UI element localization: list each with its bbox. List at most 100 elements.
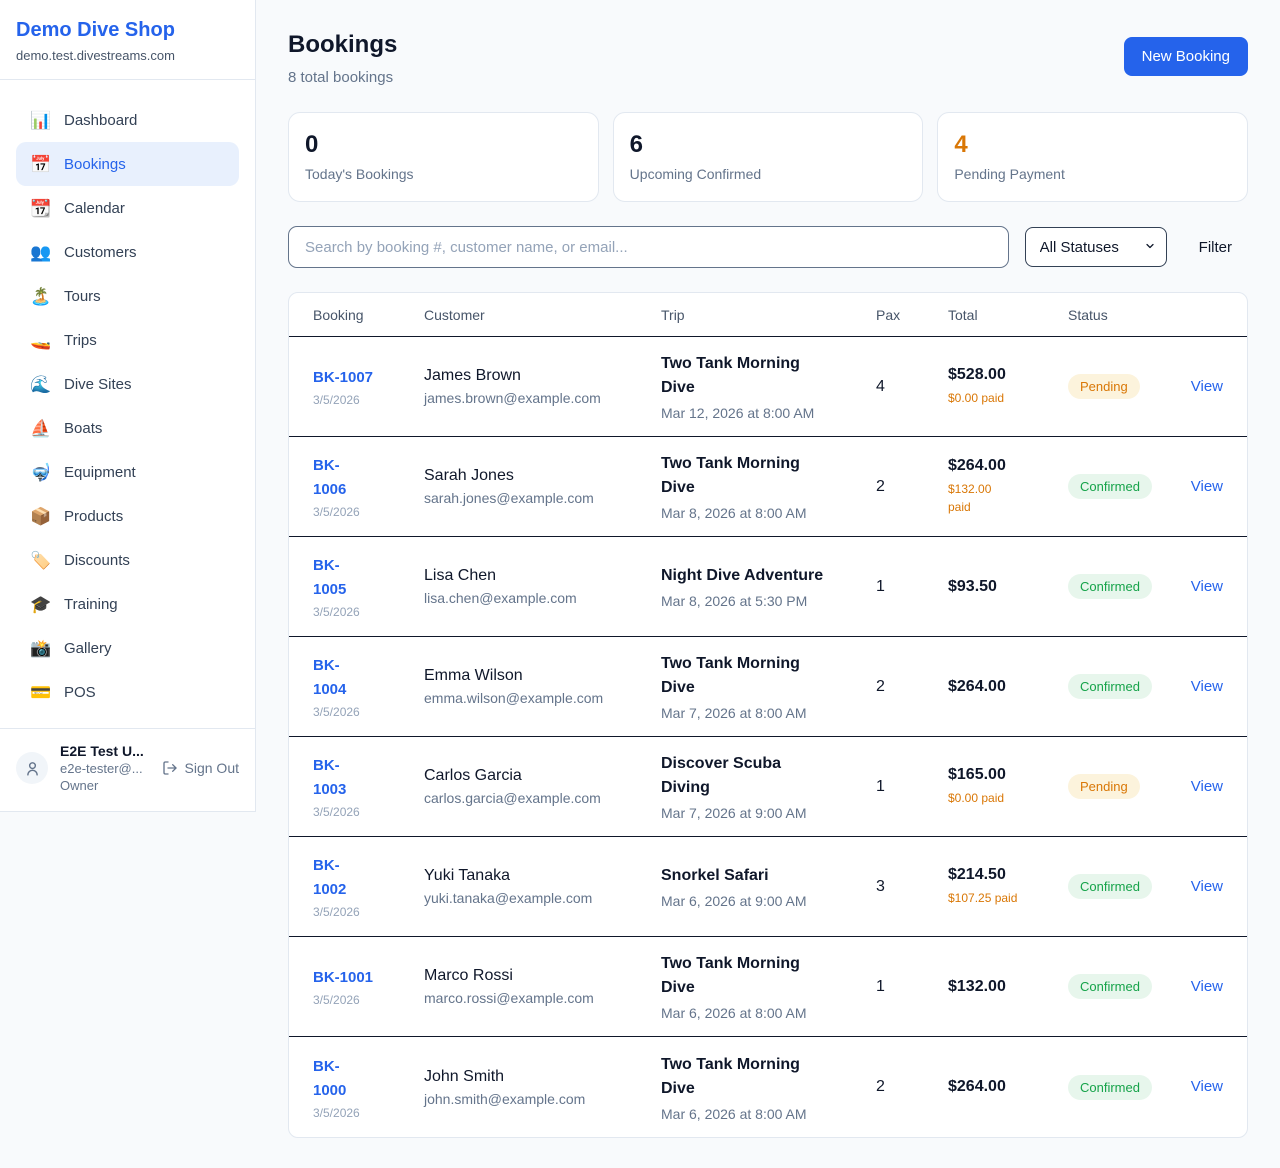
trip-name: Two Tank Morning Dive [661, 955, 800, 997]
sailboat-icon: ⛵ [30, 418, 52, 438]
booking-id-link[interactable]: BK-1007 [313, 369, 374, 387]
stat-value: 6 [629, 130, 644, 158]
column-header-status: Status [1068, 306, 1108, 323]
status-badge: Confirmed [1068, 574, 1152, 600]
booking-id-link[interactable]: BK- 1000 [313, 1057, 347, 1099]
view-link[interactable]: View [1190, 1078, 1223, 1096]
sidebar-item-bookings[interactable]: 📅 Bookings [16, 142, 239, 186]
trip-cell: Two Tank Morning Dive Mar 6, 2026 at 8:0… [661, 952, 876, 1021]
status-badge: Pending [1068, 774, 1140, 800]
booking-id-link[interactable]: BK- 1006 [313, 457, 347, 499]
sidebar-item-label: POS [64, 683, 96, 701]
status-badge: Confirmed [1068, 974, 1152, 1000]
sidebar-item-customers[interactable]: 👥 Customers [16, 230, 239, 274]
trip-datetime: Mar 7, 2026 at 9:00 AM [661, 805, 807, 822]
sidebar-item-boats[interactable]: ⛵ Boats [16, 406, 239, 450]
view-link[interactable]: View [1190, 677, 1223, 695]
trip-datetime: Mar 12, 2026 at 8:00 AM [661, 405, 815, 422]
total-cell: $528.00 $0.00 paid [948, 366, 1068, 407]
booking-cell: BK-1001 3/5/2026 [313, 966, 424, 1007]
stat-card-upcoming-confirmed: 6 Upcoming Confirmed [612, 111, 924, 203]
status-select[interactable]: All Statuses [1024, 227, 1167, 268]
total-cell: $264.00 [948, 678, 1068, 696]
filter-button[interactable]: Filter [1183, 239, 1248, 256]
booking-date: 3/5/2026 [313, 505, 360, 520]
sidebar-item-trips[interactable]: 🚤 Trips [16, 318, 239, 362]
table-header-row: Booking Customer Trip Pax Total Status [289, 293, 1247, 338]
stat-value: 0 [305, 130, 319, 158]
island-icon: 🏝️ [30, 286, 52, 306]
booking-cell: BK- 1002 3/5/2026 [313, 854, 424, 919]
credit-card-icon: 💳 [30, 682, 52, 702]
speedboat-icon: 🚤 [30, 330, 52, 350]
sidebar-item-calendar[interactable]: 📆 Calendar [16, 186, 239, 230]
sidebar-item-label: Customers [64, 243, 137, 261]
stat-card-todays-bookings: 0 Today's Bookings [288, 111, 599, 203]
search-input[interactable] [288, 226, 1009, 269]
trip-name: Snorkel Safari [661, 867, 769, 885]
view-link[interactable]: View [1190, 777, 1223, 795]
booking-date: 3/5/2026 [313, 993, 360, 1008]
total-amount: $93.50 [948, 577, 997, 595]
actions-cell: View [1163, 578, 1223, 596]
booking-id-link[interactable]: BK- 1002 [313, 857, 347, 899]
booking-id-link[interactable]: BK- 1005 [313, 557, 347, 599]
trip-datetime: Mar 6, 2026 at 8:00 AM [661, 1105, 807, 1122]
customer-email: sarah.jones@example.com [424, 490, 594, 507]
sidebar-item-label: Products [64, 507, 124, 525]
view-link[interactable]: View [1190, 477, 1223, 495]
customer-cell: Sarah Jones sarah.jones@example.com [424, 467, 661, 506]
sidebar-item-discounts[interactable]: 🏷️ Discounts [16, 538, 239, 582]
status-badge: Confirmed [1068, 874, 1152, 900]
total-amount: $264.00 [948, 457, 1006, 475]
booking-id-link[interactable]: BK-1001 [313, 969, 374, 987]
user-email: e2e-tester@... [60, 761, 143, 776]
bookings-table: Booking Customer Trip Pax Total Status B… [288, 292, 1248, 1139]
table-row: BK- 1002 3/5/2026 Yuki Tanaka yuki.tanak… [289, 837, 1247, 938]
sidebar-item-training[interactable]: 🎓 Training [16, 582, 239, 626]
view-link[interactable]: View [1190, 377, 1223, 395]
total-amount: $264.00 [948, 1078, 1006, 1096]
stat-value: 4 [954, 130, 968, 158]
sidebar-item-tours[interactable]: 🏝️ Tours [16, 274, 239, 318]
pax-count: 1 [876, 777, 885, 795]
paid-amount: $107.25 paid [948, 891, 1018, 906]
view-link[interactable]: View [1190, 577, 1223, 595]
total-amount: $528.00 [948, 366, 1006, 384]
view-link[interactable]: View [1190, 877, 1223, 895]
sidebar-item-equipment[interactable]: 🤿 Equipment [16, 450, 239, 494]
booking-id-link[interactable]: BK- 1004 [313, 657, 347, 699]
bar-chart-icon: 📊 [30, 110, 52, 130]
trip-datetime: Mar 7, 2026 at 8:00 AM [661, 705, 807, 722]
table-row: BK-1007 3/5/2026 James Brown james.brown… [289, 337, 1247, 438]
sidebar-item-label: Training [64, 595, 118, 613]
booking-cell: BK- 1004 3/5/2026 [313, 654, 424, 719]
sidebar-item-products[interactable]: 📦 Products [16, 494, 239, 538]
main-content: Bookings 8 total bookings New Booking 0 … [256, 0, 1280, 1168]
booking-id-link[interactable]: BK- 1003 [313, 757, 347, 799]
total-cell: $264.00 $132.00 paid [948, 457, 1068, 516]
actions-cell: View [1163, 778, 1223, 796]
view-link[interactable]: View [1190, 977, 1223, 995]
sidebar-item-pos[interactable]: 💳 POS [16, 670, 239, 714]
page-title: Bookings [288, 31, 398, 58]
total-amount: $264.00 [948, 677, 1006, 695]
trip-cell: Two Tank Morning Dive Mar 12, 2026 at 8:… [661, 352, 876, 421]
shop-name[interactable]: Demo Dive Shop [16, 19, 175, 41]
new-booking-button[interactable]: New Booking [1123, 37, 1248, 76]
customer-name: John Smith [424, 1067, 505, 1085]
trip-cell: Night Dive Adventure Mar 8, 2026 at 5:30… [661, 564, 876, 609]
pax-count: 2 [876, 677, 885, 695]
log-out-icon [162, 761, 177, 775]
customer-name: Emma Wilson [424, 667, 523, 685]
table-body: BK-1007 3/5/2026 James Brown james.brown… [289, 337, 1247, 1137]
trip-name: Discover Scuba Diving [661, 755, 782, 797]
total-cell: $165.00 $0.00 paid [948, 766, 1068, 807]
sign-out-button[interactable]: Sign Out [162, 760, 239, 776]
graduation-cap-icon: 🎓 [30, 594, 52, 614]
sidebar-item-dive-sites[interactable]: 🌊 Dive Sites [16, 362, 239, 406]
sidebar-item-gallery[interactable]: 📸 Gallery [16, 626, 239, 670]
user-name: E2E Test U... [60, 743, 144, 759]
sidebar-item-dashboard[interactable]: 📊 Dashboard [16, 98, 239, 142]
actions-cell: View [1163, 378, 1223, 396]
